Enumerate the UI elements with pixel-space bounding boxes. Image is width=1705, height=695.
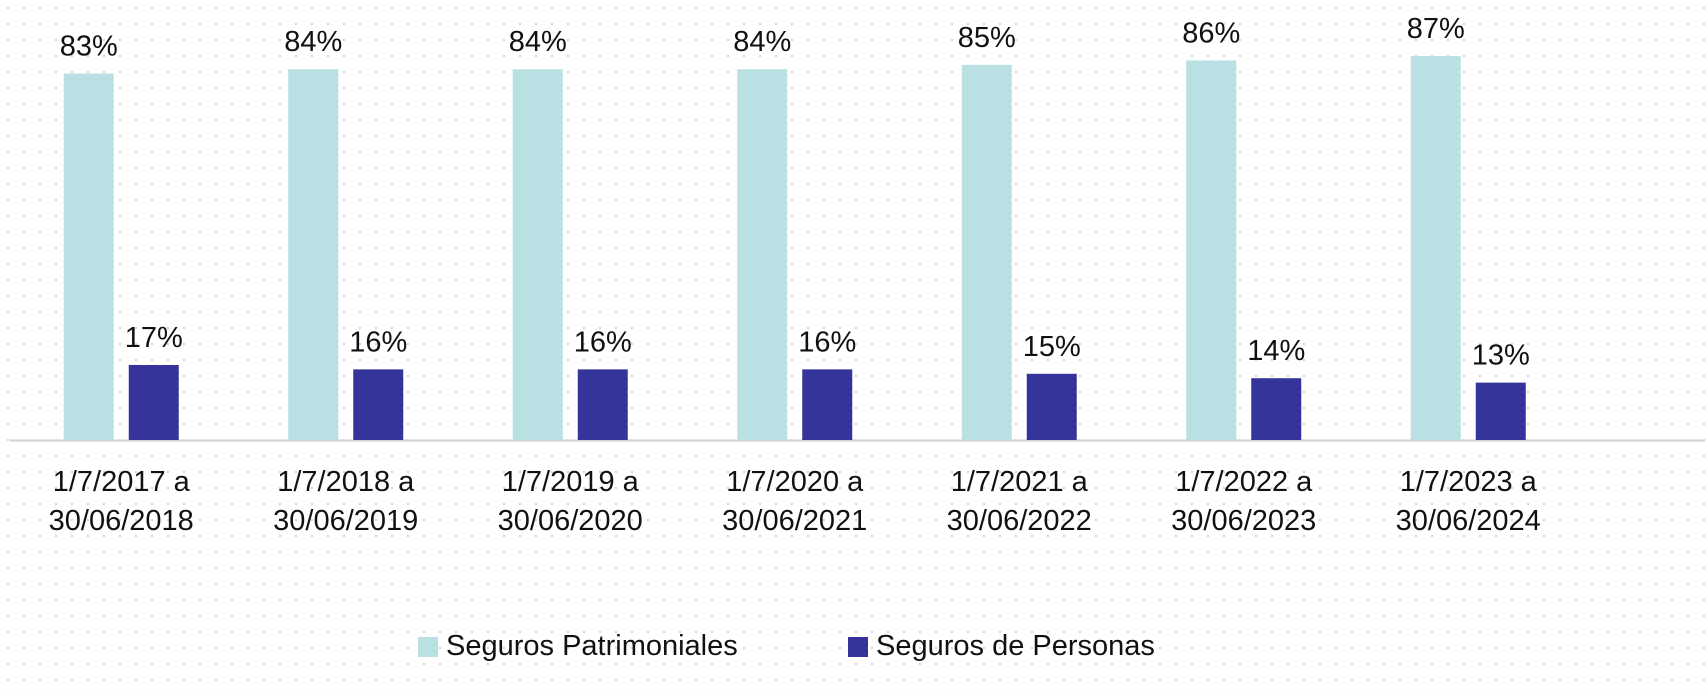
value-label: 87% — [1407, 13, 1465, 45]
bar — [512, 69, 563, 440]
bar — [802, 369, 853, 440]
value-label: 16% — [349, 326, 407, 358]
value-label: 84% — [284, 26, 342, 58]
bar — [288, 69, 339, 440]
x-tick-label: 1/7/2022 a 30/06/2023 — [1171, 466, 1317, 537]
legend-item: Seguros Patrimoniales — [418, 630, 738, 663]
bar — [961, 64, 1012, 441]
legend-label: Seguros Patrimoniales — [446, 630, 738, 662]
legend-swatch — [418, 636, 438, 657]
legend-label: Seguros de Personas — [876, 630, 1155, 662]
value-label: 85% — [958, 22, 1016, 54]
bar — [1026, 373, 1077, 440]
bar — [1186, 60, 1237, 441]
x-tick-label: 1/7/2020 a 30/06/2021 — [722, 466, 868, 537]
legend-swatch — [848, 636, 868, 657]
bar — [1251, 378, 1302, 440]
legend-item: Seguros de Personas — [848, 630, 1155, 663]
value-label: 16% — [798, 326, 856, 358]
x-tick-label: 1/7/2019 a 30/06/2020 — [497, 466, 643, 537]
bar — [128, 364, 179, 440]
value-label: 14% — [1247, 335, 1305, 367]
value-label: 15% — [1023, 331, 1081, 363]
x-tick-label: 1/7/2018 a 30/06/2019 — [273, 466, 419, 537]
value-label: 84% — [509, 26, 567, 58]
x-tick-label: 1/7/2017 a 30/06/2018 — [48, 466, 194, 537]
x-tick-label: 1/7/2023 a 30/06/2024 — [1395, 466, 1541, 537]
value-label: 84% — [733, 26, 791, 58]
bar — [1410, 56, 1461, 440]
bar — [1475, 382, 1526, 440]
value-label: 83% — [60, 31, 118, 63]
bar — [737, 69, 788, 440]
bar — [353, 369, 404, 440]
value-label: 86% — [1182, 17, 1240, 49]
x-tick-label: 1/7/2021 a 30/06/2022 — [946, 466, 1092, 537]
value-label: 13% — [1472, 340, 1530, 372]
value-label: 17% — [125, 322, 183, 354]
value-label: 16% — [574, 326, 632, 358]
bar — [63, 73, 114, 440]
bar — [577, 369, 628, 440]
